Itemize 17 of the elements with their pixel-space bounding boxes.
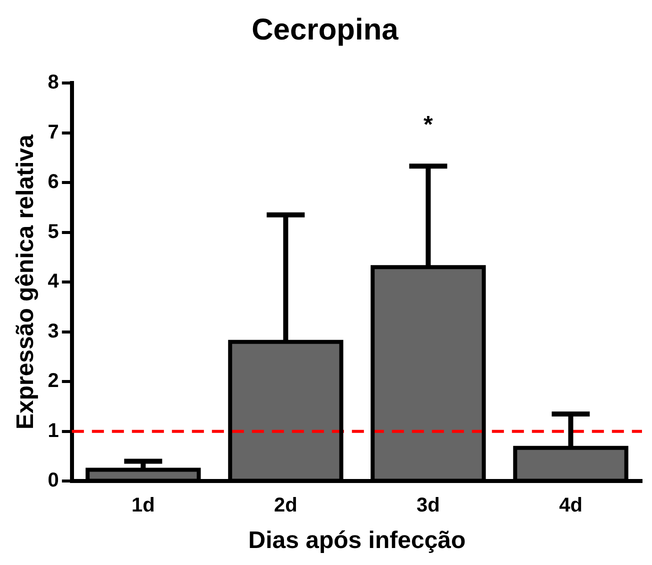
y-tick-label: 5 <box>48 220 59 243</box>
x-tick-label: 2d <box>274 494 298 517</box>
y-tick-label: 3 <box>48 320 59 342</box>
y-tick-label: 8 <box>48 72 59 94</box>
x-axis-title: Dias após infecção <box>248 527 466 554</box>
y-tick-label: 1 <box>48 420 59 442</box>
y-tick-label: 6 <box>48 171 59 194</box>
y-tick-label: 0 <box>48 470 59 492</box>
chart-title: Cecropina <box>252 13 399 46</box>
y-tick-label: 7 <box>48 121 59 144</box>
y-tick-label: 2 <box>48 370 59 392</box>
annotation: * <box>424 112 434 139</box>
x-tick-label: 4d <box>559 494 582 517</box>
y-axis-title: Expressão gênica relativa <box>12 134 40 430</box>
x-tick-label: 3d <box>416 494 440 517</box>
y-tick-label: 4 <box>48 270 60 293</box>
x-tick-label: 1d <box>132 494 155 517</box>
